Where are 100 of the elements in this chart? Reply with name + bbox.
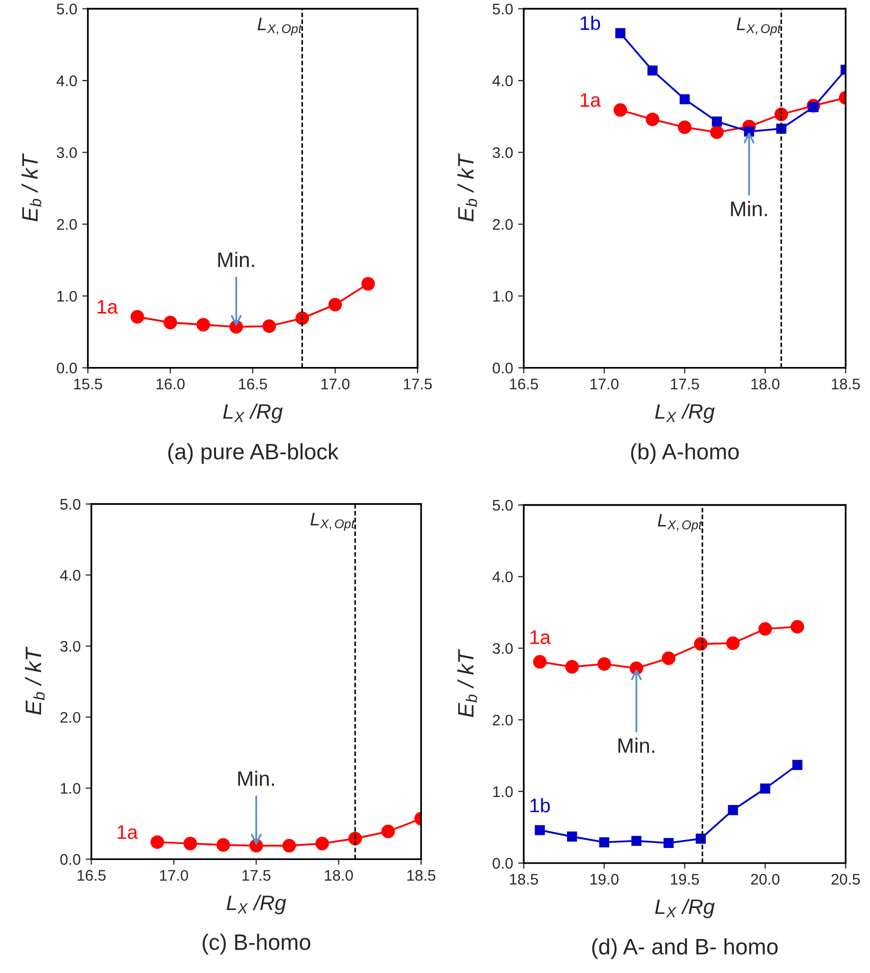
point [565,660,579,674]
y-tick-label: 1.0 [60,783,80,794]
x-axis-title: L$_{X}$ /Rg [655,898,715,918]
x-tick-label: 17.0 [321,378,350,390]
point [726,636,740,650]
y-tick-label: 4.0 [60,570,80,581]
point [615,28,626,38]
point [328,298,342,312]
annotation: Min. [731,200,767,216]
text: (c) B-homo [202,934,310,954]
x-tick-label: 18.5 [407,870,436,881]
y-tick-label: 1.0 [57,290,77,302]
point [184,836,198,850]
x-tick-label: 18.5 [832,378,860,390]
x-tick-label: 16.5 [510,378,538,390]
point [150,835,164,849]
ref-line-label: L$_{X,Opt}$ [258,18,302,36]
point [678,120,692,134]
point [216,838,230,852]
x-tick-label: 17.0 [160,870,188,881]
y-tick-label: 0.0 [60,854,80,865]
y-tick-label: 2.0 [492,714,513,726]
x-tick-label: 17.5 [242,870,270,881]
point [646,112,660,126]
text: (b) A-homo [631,443,739,464]
point [566,832,578,842]
y-axis-title: E$_{b}$ / kT [457,649,478,718]
y-tick-label: 0.0 [56,362,77,374]
y-tick-label: 2.0 [56,219,77,230]
x-axis-title: L$_{X}$ /Rg [655,404,715,423]
x-axis-title: L$_{X}$ /Rg [226,894,286,914]
y-tick-label: 3.0 [492,147,513,158]
y-tick-label: 0.0 [492,362,513,374]
y-axis-title: E$_{b}$ / kT [21,153,42,222]
annotation: Min. [238,770,274,786]
point [315,836,329,850]
series-label: 1b [580,16,600,30]
annotation: Min. [218,252,254,267]
point [662,651,676,666]
series-label: 1a [530,630,551,644]
y-tick-label: 5.0 [492,4,513,14]
point [130,310,144,324]
y-tick-label: 4.0 [492,571,513,582]
point [196,318,210,332]
point [631,836,642,846]
y-tick-label: 3.0 [492,643,513,654]
point [262,319,276,333]
x-tick-label: 16.0 [156,378,185,390]
x-tick-label: 16.5 [239,378,267,390]
y-tick-label: 4.0 [56,75,77,86]
series-label: 1a [98,300,118,314]
x-tick-label: 18.5 [510,874,538,885]
ref-line-label: L$_{X,Opt}$ [658,514,702,532]
point [696,834,706,844]
ref-line-label: L$_{X,Opt}$ [736,18,782,36]
point [728,805,738,816]
point [361,277,375,291]
series-label: 1a [580,93,601,107]
point [614,103,628,117]
series-label: 1b [530,798,550,812]
y-tick-label: 0.0 [492,858,513,869]
point [760,784,770,794]
point [790,620,804,634]
x-axis-title: L$_{X}$ /Rg [223,404,283,423]
point [534,825,545,836]
x-tick-label: 19.5 [670,874,699,885]
y-tick-label: 1.0 [493,290,513,302]
point [664,838,674,848]
text: (d) A- and B- homo [592,938,778,959]
x-tick-label: 16.5 [78,870,106,881]
point [295,311,309,326]
y-axis-title: E$_{b}$ / kT [457,153,478,222]
x-tick-label: 18.0 [751,378,780,390]
point [164,316,178,330]
y-tick-label: 3.0 [60,640,80,652]
y-tick-label: 2.0 [60,712,80,723]
x-tick-label: 17.5 [670,378,699,390]
y-tick-label: 4.0 [492,75,513,86]
y-tick-label: 5.0 [56,4,77,14]
point [381,824,395,838]
y-tick-label: 1.0 [493,786,513,798]
point [533,655,547,669]
point [282,838,296,852]
x-tick-label: 15.5 [74,378,102,390]
point [792,760,802,770]
y-tick-label: 2.0 [492,219,513,230]
y-tick-label: 3.0 [56,147,77,158]
x-tick-label: 17.5 [404,378,432,390]
x-tick-label: 17.0 [590,378,618,390]
annotation: Min. [618,738,654,753]
ref-line-label: L$_{X,Opt}$ [310,512,356,531]
series-label: 1a [118,825,138,839]
y-tick-label: 5.0 [60,498,80,510]
point [710,125,724,140]
x-tick-label: 20.0 [751,874,780,885]
point [597,657,611,671]
point [758,622,772,636]
x-tick-label: 18.0 [324,870,353,881]
x-tick-label: 19.0 [590,874,618,885]
point [680,94,690,104]
